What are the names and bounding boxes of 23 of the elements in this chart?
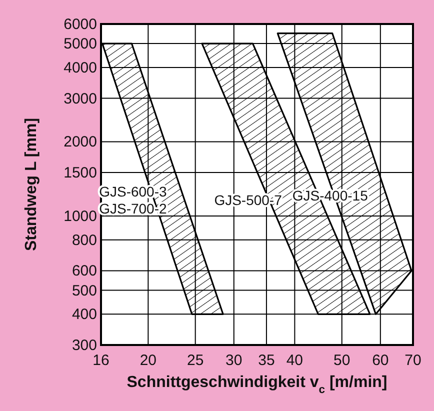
y-tick-label: 2000 [64,134,97,151]
y-tick-label: 5000 [64,36,97,53]
x-tick-label: 60 [372,352,389,369]
x-tick-label: 40 [286,352,304,369]
y-tick-label: 400 [72,306,97,324]
x-tick-label: 35 [258,352,275,369]
y-tick-label: 600 [72,262,97,280]
x-tick-label: 25 [187,352,204,369]
y-tick-label: 3000 [64,90,97,108]
x-tick-label: 30 [226,352,242,369]
y-tick-label: 500 [72,282,97,300]
x-tick-label: 70 [404,352,422,369]
y-axis-title: Standweg L [mm] [23,118,40,252]
x-tick-label: 16 [92,352,110,369]
y-tick-label: 1000 [64,208,97,225]
x-tick-label: 20 [140,352,157,369]
y-tick-label: 800 [72,232,97,249]
y-tick-label: 4000 [64,59,97,76]
x-tick-label: 50 [334,352,350,369]
y-tick-label: 1500 [64,164,97,182]
x-axis-title: Schnittgeschwindigkeit v$_{c}$ [m/min] [126,374,388,396]
y-tick-label: 300 [72,337,97,354]
y-tick-label: 6000 [64,16,97,33]
